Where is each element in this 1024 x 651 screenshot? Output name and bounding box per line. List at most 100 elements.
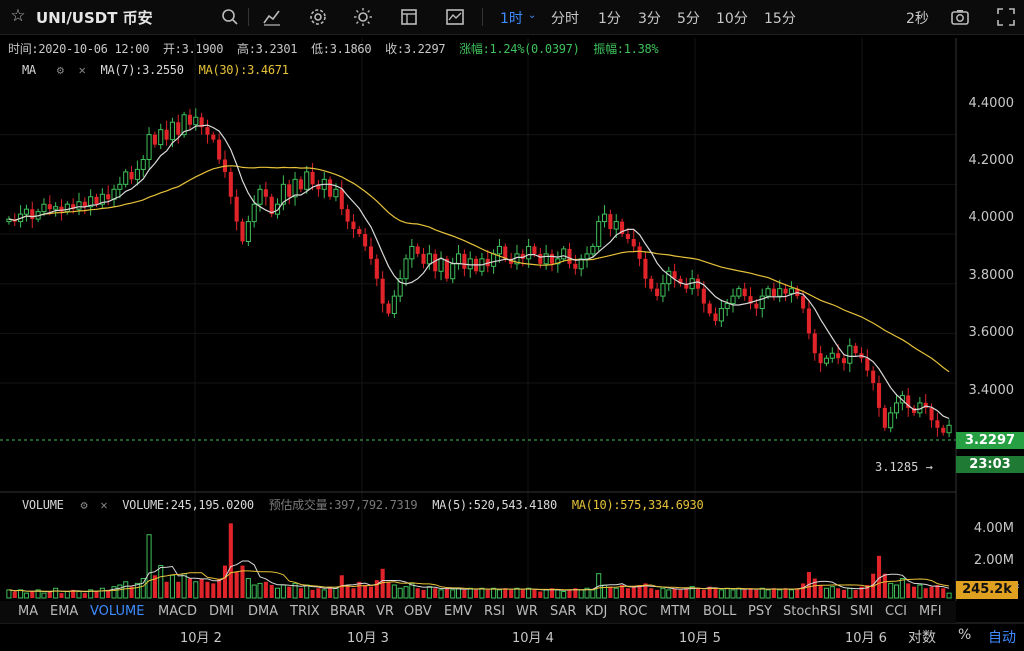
ma-legend-name[interactable]: MA (22, 63, 36, 77)
indicator-tab-emv[interactable]: EMV (444, 604, 473, 619)
timeframe-1h[interactable]: 1时 (500, 11, 523, 27)
search-icon[interactable] (220, 7, 240, 27)
layout-icon[interactable] (399, 7, 419, 27)
chevron-left-icon[interactable]: ‹ (1016, 581, 1020, 592)
indicator-tab-dma[interactable]: DMA (248, 604, 279, 619)
indicator-tab-roc[interactable]: ROC (619, 604, 648, 619)
volume-bar (426, 586, 432, 599)
log-scale-toggle[interactable]: 对数 (908, 630, 936, 646)
candle-body (53, 206, 59, 210)
candle-body (906, 395, 911, 408)
x-axis-label: 10月 5 (679, 631, 721, 646)
volume-bar (911, 586, 917, 598)
volume-bar (496, 589, 502, 599)
indicator-tab-vr[interactable]: VR (376, 604, 394, 619)
volume-bar (841, 589, 847, 598)
timeframe-10m[interactable]: 10分 (716, 11, 748, 27)
percent-scale-toggle[interactable]: % (958, 627, 972, 643)
settings-gear-icon[interactable]: ⚙ (56, 63, 64, 77)
fullscreen-icon[interactable] (996, 7, 1016, 27)
indicator-tab-wr[interactable]: WR (516, 604, 538, 619)
candle-body (590, 245, 596, 255)
indicator-tab-obv[interactable]: OBV (404, 604, 432, 619)
camera-icon[interactable] (950, 7, 970, 27)
indicator-tab-mfi[interactable]: MFI (919, 604, 942, 619)
volume-bar (917, 584, 923, 599)
volume-bar (228, 523, 233, 598)
volume-bar (742, 589, 747, 598)
indicator-tab-rsi[interactable]: RSI (484, 604, 506, 619)
volume-bar (263, 581, 268, 598)
volume-bar (140, 578, 146, 599)
volume-legend: VOLUME ⚙ ✕ VOLUME:245,195.0200 预估成交量:397… (22, 496, 704, 513)
volume-bar (509, 589, 514, 598)
indicator-tab-mtm[interactable]: MTM (660, 604, 691, 619)
candle-body (140, 158, 146, 170)
indicator-tab-volume[interactable]: VOLUME (90, 604, 145, 619)
indicator-tab-ma[interactable]: MA (18, 604, 39, 619)
indicator-tab-ema[interactable]: EMA (50, 604, 79, 619)
price-tick: 3.8000 (968, 268, 1015, 283)
volume-bar (111, 586, 117, 599)
favorite-star-icon[interactable]: ☆ (10, 6, 26, 26)
candle-body (280, 183, 286, 205)
timeframe-1m[interactable]: 1分 (598, 11, 621, 27)
indicator-chart-icon[interactable] (445, 7, 465, 27)
candle-body (578, 258, 584, 270)
close-icon[interactable]: ✕ (78, 63, 86, 77)
candle-body (684, 283, 689, 289)
volume-bar (893, 584, 900, 599)
timeframe-5m[interactable]: 5分 (677, 11, 700, 27)
indicator-tab-macd[interactable]: MACD (158, 604, 197, 619)
indicator-tab-sar[interactable]: SAR (550, 604, 577, 619)
pair-title[interactable]: UNI/USDT 币安 (36, 9, 153, 27)
refresh-interval[interactable]: 2秒 (906, 11, 929, 27)
chevron-down-icon[interactable]: ⌄ (528, 10, 537, 21)
volume-bar (678, 589, 683, 598)
volume-bar (812, 578, 817, 598)
close-icon[interactable]: ✕ (100, 498, 108, 512)
candle-body (707, 303, 712, 314)
indicator-tab-stochrsi[interactable]: StochRSI (783, 604, 841, 619)
volume-bar (935, 585, 940, 598)
indicator-tab-cci[interactable]: CCI (885, 604, 907, 619)
candle-body (187, 114, 192, 125)
candle-body (193, 116, 199, 126)
candle-body (695, 278, 701, 289)
indicator-tab-dmi[interactable]: DMI (209, 604, 235, 619)
candle-body (555, 258, 561, 265)
indicator-tab-trix[interactable]: TRIX (290, 604, 320, 619)
timeframe-tick[interactable]: 分时 (551, 11, 579, 27)
indicator-tab-kdj[interactable]: KDJ (585, 604, 608, 619)
volume-legend-name[interactable]: VOLUME (22, 498, 64, 512)
indicator-tab-brar[interactable]: BRAR (330, 604, 366, 619)
volume-bar (357, 581, 362, 598)
timeframe-15m[interactable]: 15分 (764, 11, 796, 27)
volume-bar (573, 588, 578, 598)
volume-bar (374, 580, 379, 598)
candle-body (88, 196, 94, 208)
volume-bar (684, 588, 689, 598)
settings-gear-icon[interactable] (308, 7, 328, 27)
volume-bar (82, 593, 87, 598)
ohlc-info-bar: 时间:2020-10-06 12:00 开:3.1900 高:3.2301 低:… (8, 40, 659, 57)
candle-body (538, 253, 543, 264)
volume-bar (467, 587, 473, 599)
timeframe-3m[interactable]: 3分 (638, 11, 661, 27)
volume-bar (876, 555, 882, 598)
indicator-tab-smi[interactable]: SMI (850, 604, 874, 619)
volume-ma10-line (8, 570, 950, 592)
candle-body (82, 201, 87, 207)
indicator-tab-psy[interactable]: PSY (748, 604, 773, 619)
volume-bar (23, 592, 29, 599)
indicator-tab-boll[interactable]: BOLL (703, 604, 737, 619)
line-chart-icon[interactable] (262, 7, 282, 27)
volume-bar (164, 581, 169, 598)
auto-scale-toggle[interactable]: 自动 (988, 630, 1016, 646)
theme-sun-icon[interactable] (353, 7, 373, 27)
candle-body (736, 288, 742, 297)
candle-body (444, 258, 449, 279)
settings-gear-icon[interactable]: ⚙ (80, 498, 88, 512)
volume-bar (818, 585, 823, 598)
